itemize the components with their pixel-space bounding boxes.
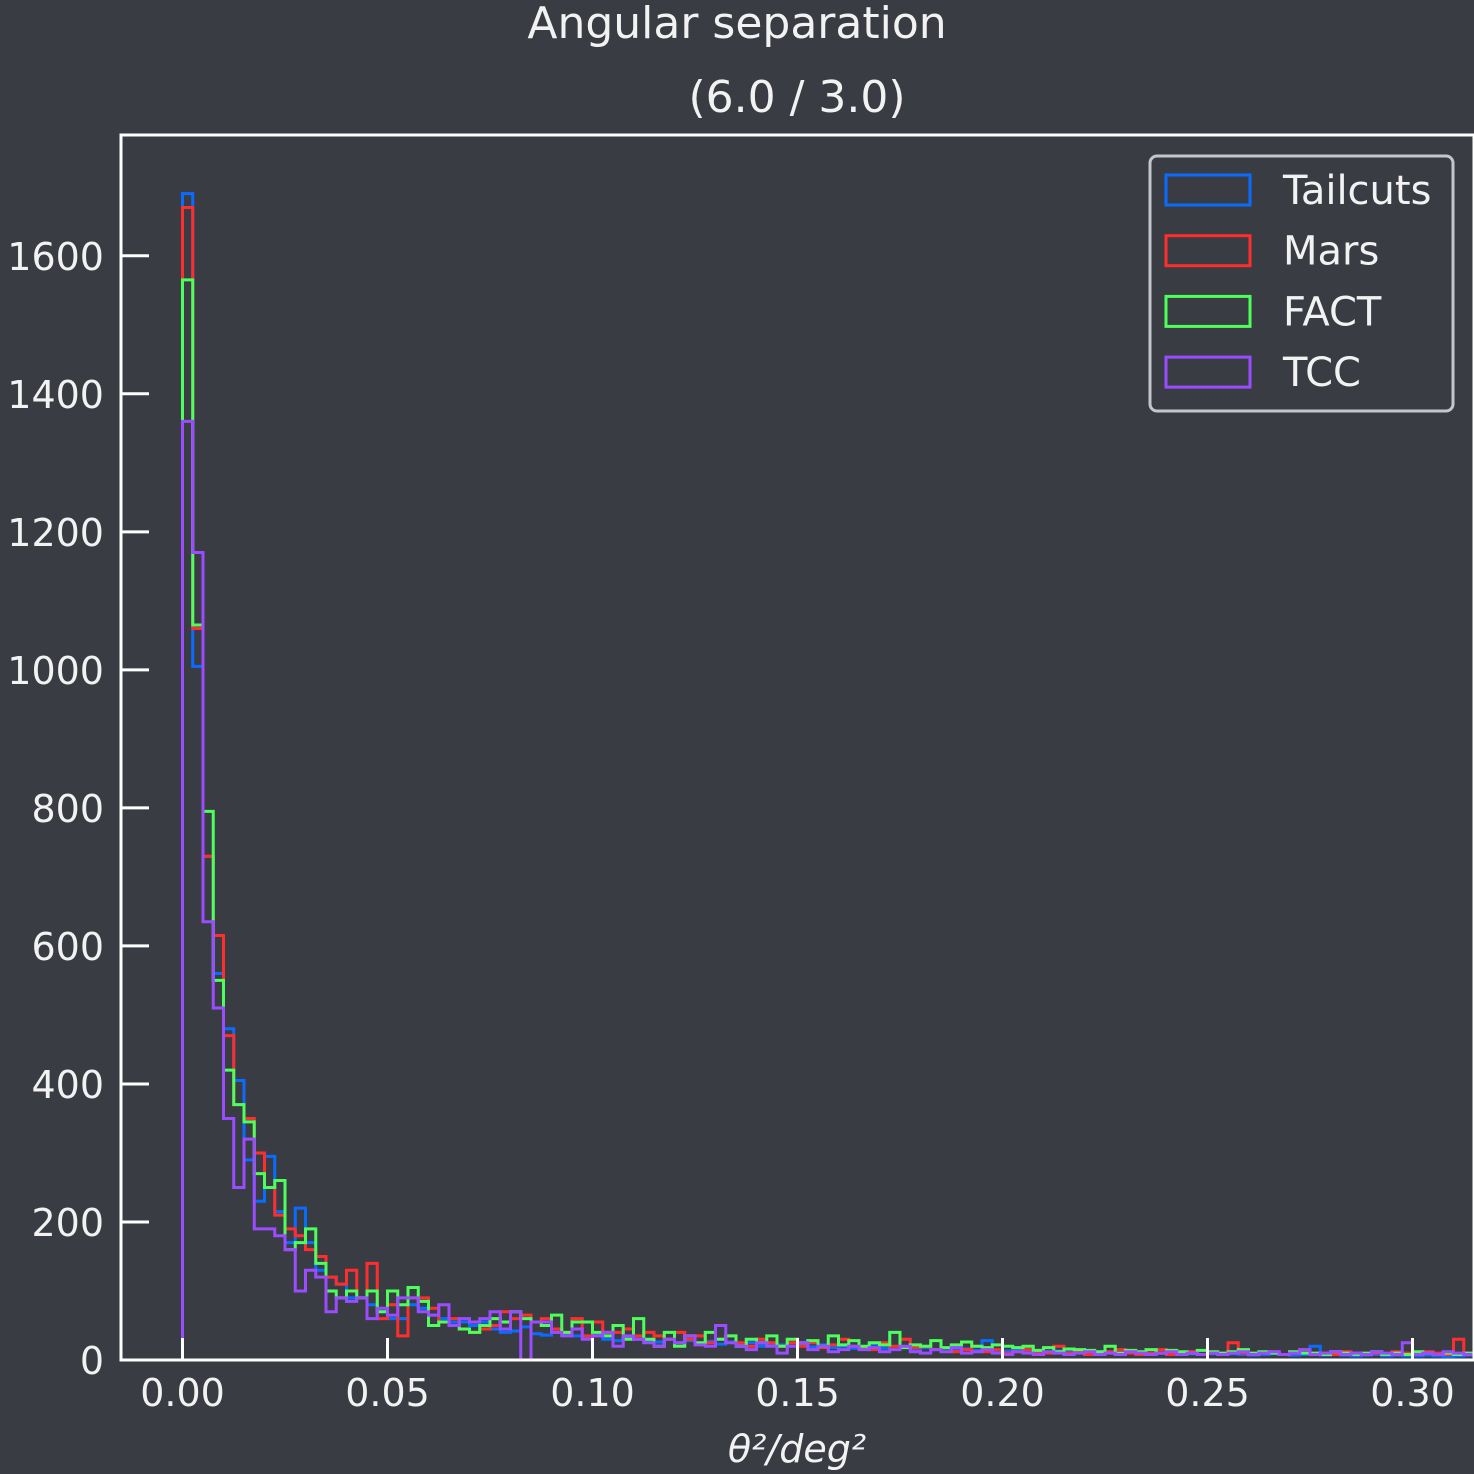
y-tick-label: 600: [31, 925, 104, 969]
legend-box: [1148, 154, 1455, 413]
x-tick-label: 0.20: [960, 1371, 1045, 1415]
x-tick-label: 0.10: [550, 1371, 635, 1415]
legend: Tailcuts Mars FACT TCC: [1148, 154, 1455, 413]
x-tick-label: 0.25: [1165, 1371, 1250, 1415]
legend-swatch-mars: [1164, 234, 1252, 268]
legend-label-fact: FACT: [1283, 289, 1382, 335]
legend-swatch-tcc: [1164, 355, 1252, 389]
y-tick-label: 1000: [7, 649, 104, 693]
y-tick-label: 1400: [7, 373, 104, 417]
x-tick-label: 0.05: [345, 1371, 430, 1415]
chart-subtitle: (6.0 / 3.0): [688, 72, 905, 123]
x-tick-label: 0.00: [140, 1371, 225, 1415]
histogram-series: [181, 192, 1474, 1362]
legend-entries: Tailcuts Mars FACT TCC: [1164, 168, 1431, 396]
legend-label-tcc: TCC: [1282, 350, 1361, 396]
legend-swatch-tailcuts: [1164, 173, 1252, 207]
y-tick-label: 0: [80, 1339, 104, 1383]
series-fact-histogram: [181, 278, 1474, 1360]
legend-label-mars: Mars: [1283, 229, 1379, 275]
x-axis-label: θ²/deg²: [728, 1427, 866, 1471]
x-axis: 0.00 0.05 0.10 0.15 0.20 0.25 0.30: [140, 1338, 1455, 1415]
legend-swatch-fact: [1164, 294, 1252, 328]
y-tick-label: 1600: [7, 235, 104, 279]
y-tick-label: 200: [31, 1201, 104, 1245]
y-tick-label: 800: [31, 787, 104, 831]
x-tick-label: 0.15: [755, 1371, 840, 1415]
legend-label-tailcuts: Tailcuts: [1282, 168, 1431, 214]
y-tick-label: 1200: [7, 511, 104, 555]
chart-title: Angular separation: [527, 0, 946, 49]
y-axis: 0 200 400 600 800 1000 1200 1400 1600: [7, 235, 149, 1383]
y-tick-label: 400: [31, 1063, 104, 1107]
series-tcc-histogram: [181, 419, 1474, 1362]
x-tick-label: 0.30: [1370, 1371, 1455, 1415]
